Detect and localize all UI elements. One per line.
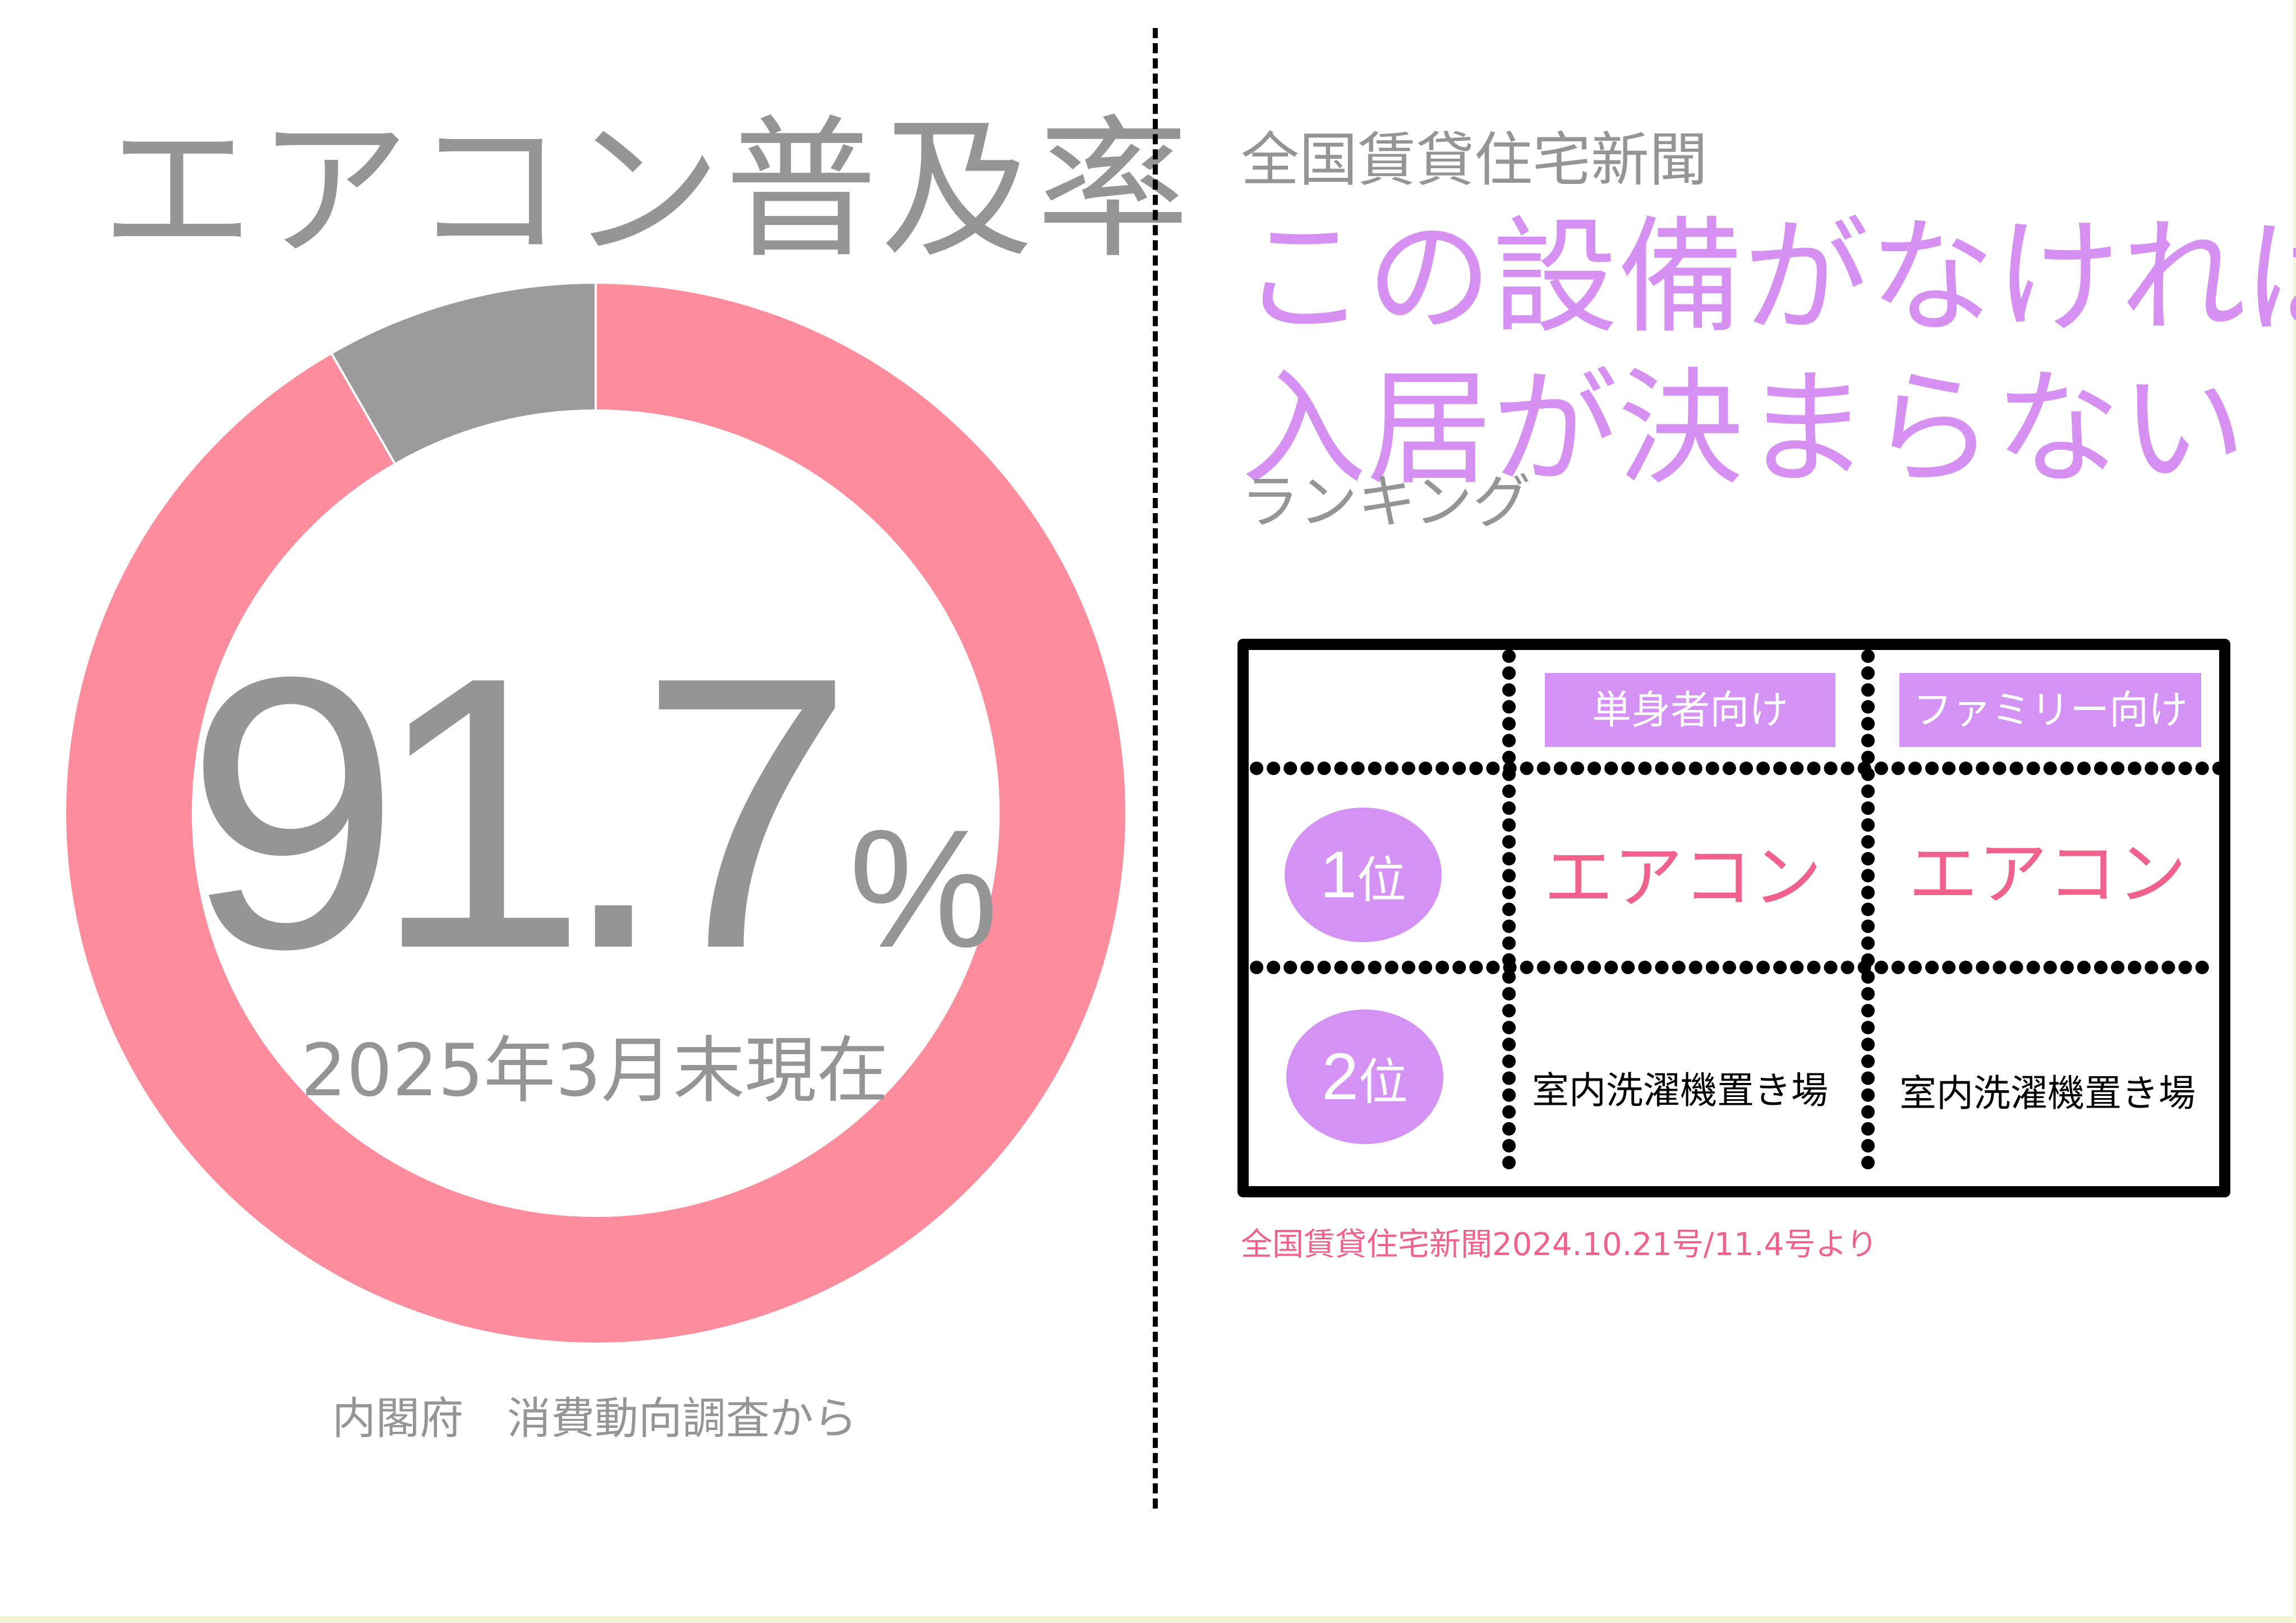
donut-slice-adopted: [64, 281, 1128, 1345]
ranking-table: [1237, 639, 2230, 1197]
rank-2-family-cell: 室内洗濯機置き場: [1899, 1072, 2196, 1115]
right-edge-strip: [2293, 0, 2296, 1623]
ranking-headline: この設備がなければ 入居が決まらない: [1241, 202, 2296, 505]
donut-slice-not-adopted: [329, 281, 597, 466]
column-header-family: ファミリー向け: [1899, 673, 2201, 747]
rank-1-badge: 1位: [1285, 808, 1442, 942]
newspaper-name: 全国賃貸住宅新聞: [1241, 126, 1708, 194]
big-percentage-label: 91.7%: [163, 617, 1021, 1140]
ranking-source-note: 全国賃貸住宅新聞2024.10.21号/11.4号より: [1241, 1227, 1878, 1263]
rank-2-single-cell: 室内洗濯機置き場: [1532, 1069, 1828, 1112]
big-percentage-value: 91.7: [185, 597, 854, 1029]
donut-chart: [64, 281, 1128, 1345]
column-header-single: 単身者向け: [1545, 673, 1835, 747]
rank-1-family-cell: エアコン: [1908, 834, 2187, 915]
rank-1-suffix: 位: [1356, 851, 1406, 909]
data-source-note: 内閣府 消費動向調査から: [332, 1394, 857, 1444]
bottom-edge-strip: [0, 1616, 2296, 1623]
rank-2-number: 2: [1322, 1040, 1359, 1114]
headline-line-1: この設備がなければ: [1241, 204, 2296, 351]
as-of-date: 2025年3月末現在: [301, 1029, 889, 1113]
rank-2-badge: 2位: [1286, 1009, 1443, 1144]
dashed-divider: [1153, 28, 1158, 1509]
rank-1-single-cell: エアコン: [1543, 837, 1822, 918]
headline-line-2: 入居が決まらない: [1241, 356, 2246, 502]
percent-sign: %: [849, 794, 999, 983]
ranking-subheading: ランキング: [1241, 468, 1531, 536]
rank-1-number: 1: [1320, 838, 1357, 912]
rank-2-suffix: 位: [1358, 1053, 1408, 1111]
chart-title: エアコン普及率: [101, 102, 1193, 279]
